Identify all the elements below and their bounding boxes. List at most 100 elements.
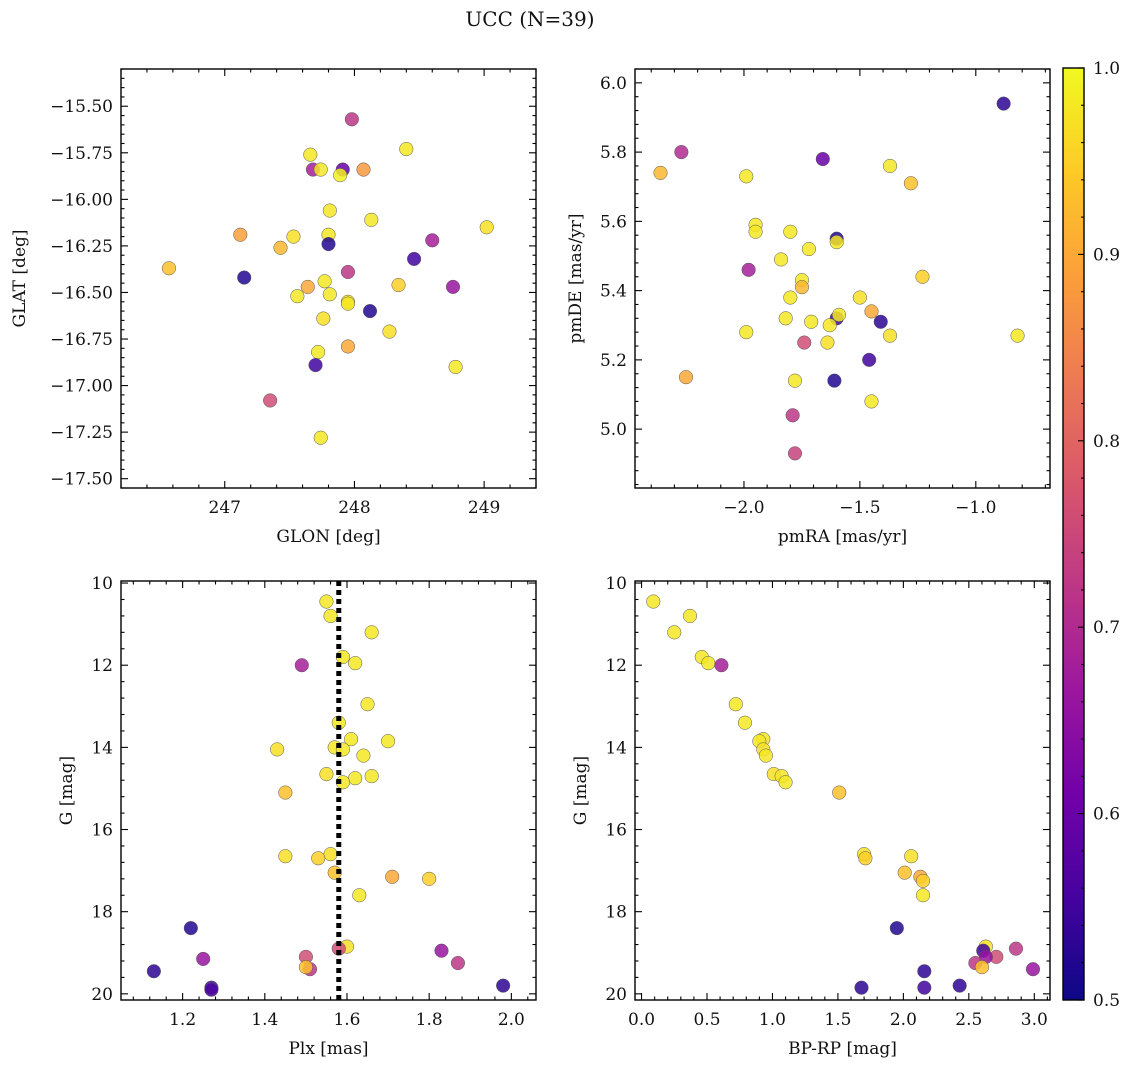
scatter-point	[646, 594, 661, 609]
scatter-point	[496, 978, 511, 993]
scatter-point	[183, 921, 198, 936]
y-tick-label: 6.0	[600, 74, 627, 94]
scatter-point	[794, 280, 809, 295]
scatter-point	[667, 625, 682, 640]
scatter-point	[653, 165, 668, 180]
scatter-point	[278, 849, 293, 864]
scatter-point	[903, 176, 918, 191]
scatter-point	[889, 921, 904, 936]
scatter-point	[317, 274, 332, 289]
scatter-point	[313, 162, 328, 177]
scatter-point	[364, 212, 379, 227]
x-tick-label: 1.6	[333, 1010, 360, 1030]
scatter-point	[445, 279, 461, 294]
scatter-point	[450, 955, 465, 971]
scatter-point	[321, 236, 336, 252]
scatter-point	[381, 734, 396, 749]
plot-frame	[634, 580, 1051, 1001]
scatter-point	[854, 980, 869, 995]
x-tick-label: 1.4	[251, 1010, 278, 1030]
scatter-point	[434, 943, 449, 958]
scatter-point	[682, 608, 698, 623]
colorbar: 0.5 0.6 0.7 0.8 0.9 1.0	[1062, 59, 1120, 1011]
scatter-point	[356, 748, 371, 763]
scatter-point	[832, 785, 847, 800]
scatter-point	[728, 697, 743, 712]
x-tick-label: 2.0	[498, 1010, 525, 1030]
x-axis-label: BP-RP [mag]	[788, 1039, 897, 1059]
scatter-point	[348, 656, 363, 671]
colorbar-tick-label: 0.9	[1093, 245, 1120, 265]
y-tick-label: 5.2	[600, 351, 627, 371]
scatter-point	[382, 324, 397, 339]
scatter-point	[303, 147, 318, 162]
scatter-point	[308, 358, 323, 373]
y-tick-label: 10	[605, 574, 627, 594]
scatter-points	[161, 112, 494, 445]
glon-glat-panel: 247 248 249 −15.50 −15.75 −16.00 −16.25 −16.50 −…	[10, 68, 537, 547]
scatter-point	[952, 978, 967, 993]
scatter-points	[146, 594, 511, 997]
scatter-point	[787, 446, 803, 461]
y-axis-label: pmDE [mas/yr]	[566, 213, 586, 343]
y-tick-label: 12	[91, 656, 113, 676]
scatter-point	[356, 162, 371, 177]
y-tick-label: −17.00	[50, 377, 113, 397]
scatter-point	[362, 304, 378, 319]
scatter-point	[785, 408, 800, 423]
scatter-point	[196, 951, 211, 966]
y-axis-label: G [mag]	[571, 756, 591, 825]
scatter-point	[904, 849, 919, 864]
scatter-points	[653, 96, 1025, 461]
x-tick-label: 1.0	[759, 1010, 786, 1030]
scatter-point	[804, 314, 819, 329]
y-tick-label: −16.50	[50, 283, 113, 303]
colorbar-tick-label: 0.6	[1093, 805, 1120, 825]
scatter-point	[391, 277, 406, 293]
scatter-point	[422, 871, 437, 886]
scatter-point	[882, 328, 898, 343]
plot-frame	[120, 580, 537, 1001]
scatter-point	[344, 112, 359, 127]
scatter-point	[827, 373, 842, 388]
scatter-point	[270, 742, 285, 757]
colorbar-frame	[1062, 67, 1085, 1001]
scatter-point	[820, 335, 835, 350]
scatter-point	[882, 158, 898, 174]
y-tick-label: 18	[91, 903, 113, 923]
x-tick-label: −1.5	[839, 498, 880, 518]
x-tick-label: 249	[468, 498, 500, 518]
scatter-point	[801, 242, 816, 257]
scatter-point	[701, 656, 716, 671]
scatter-point	[758, 748, 773, 763]
scatter-point	[399, 142, 414, 157]
colorbar-tick-label: 1.0	[1093, 59, 1120, 79]
scatter-point	[273, 240, 288, 255]
scatter-point	[831, 307, 847, 322]
scatter-point	[737, 715, 753, 730]
y-tick-label: 5.4	[600, 282, 627, 302]
x-tick-label: 3.0	[1021, 1010, 1048, 1030]
scatter-point	[385, 869, 400, 884]
scatter-point	[294, 658, 309, 673]
scatter-point	[1008, 941, 1024, 956]
cmd-panel: 0.0 0.5 1.0 1.5 2.0 2.5 3.0 10 12 14 16 18 20 BP-RP […	[571, 574, 1051, 1059]
scatter-point	[864, 304, 879, 319]
plot-frame	[634, 68, 1051, 489]
scatter-point	[233, 227, 248, 242]
scatter-point	[204, 982, 219, 997]
scatter-point	[323, 847, 338, 862]
colorbar-fill	[1063, 68, 1084, 1000]
x-tick-label: 0.5	[693, 1010, 720, 1030]
scatter-point	[352, 888, 367, 903]
scatter-point	[778, 775, 793, 790]
y-tick-label: −17.50	[50, 470, 113, 490]
y-tick-label: 20	[605, 985, 627, 1005]
scatter-point	[864, 394, 879, 409]
x-tick-label: −1.0	[955, 498, 996, 518]
scatter-point	[783, 224, 798, 239]
scatter-point	[852, 290, 867, 305]
y-tick-label: −16.00	[50, 190, 113, 210]
scatter-point	[348, 771, 363, 786]
scatter-point	[146, 964, 161, 979]
